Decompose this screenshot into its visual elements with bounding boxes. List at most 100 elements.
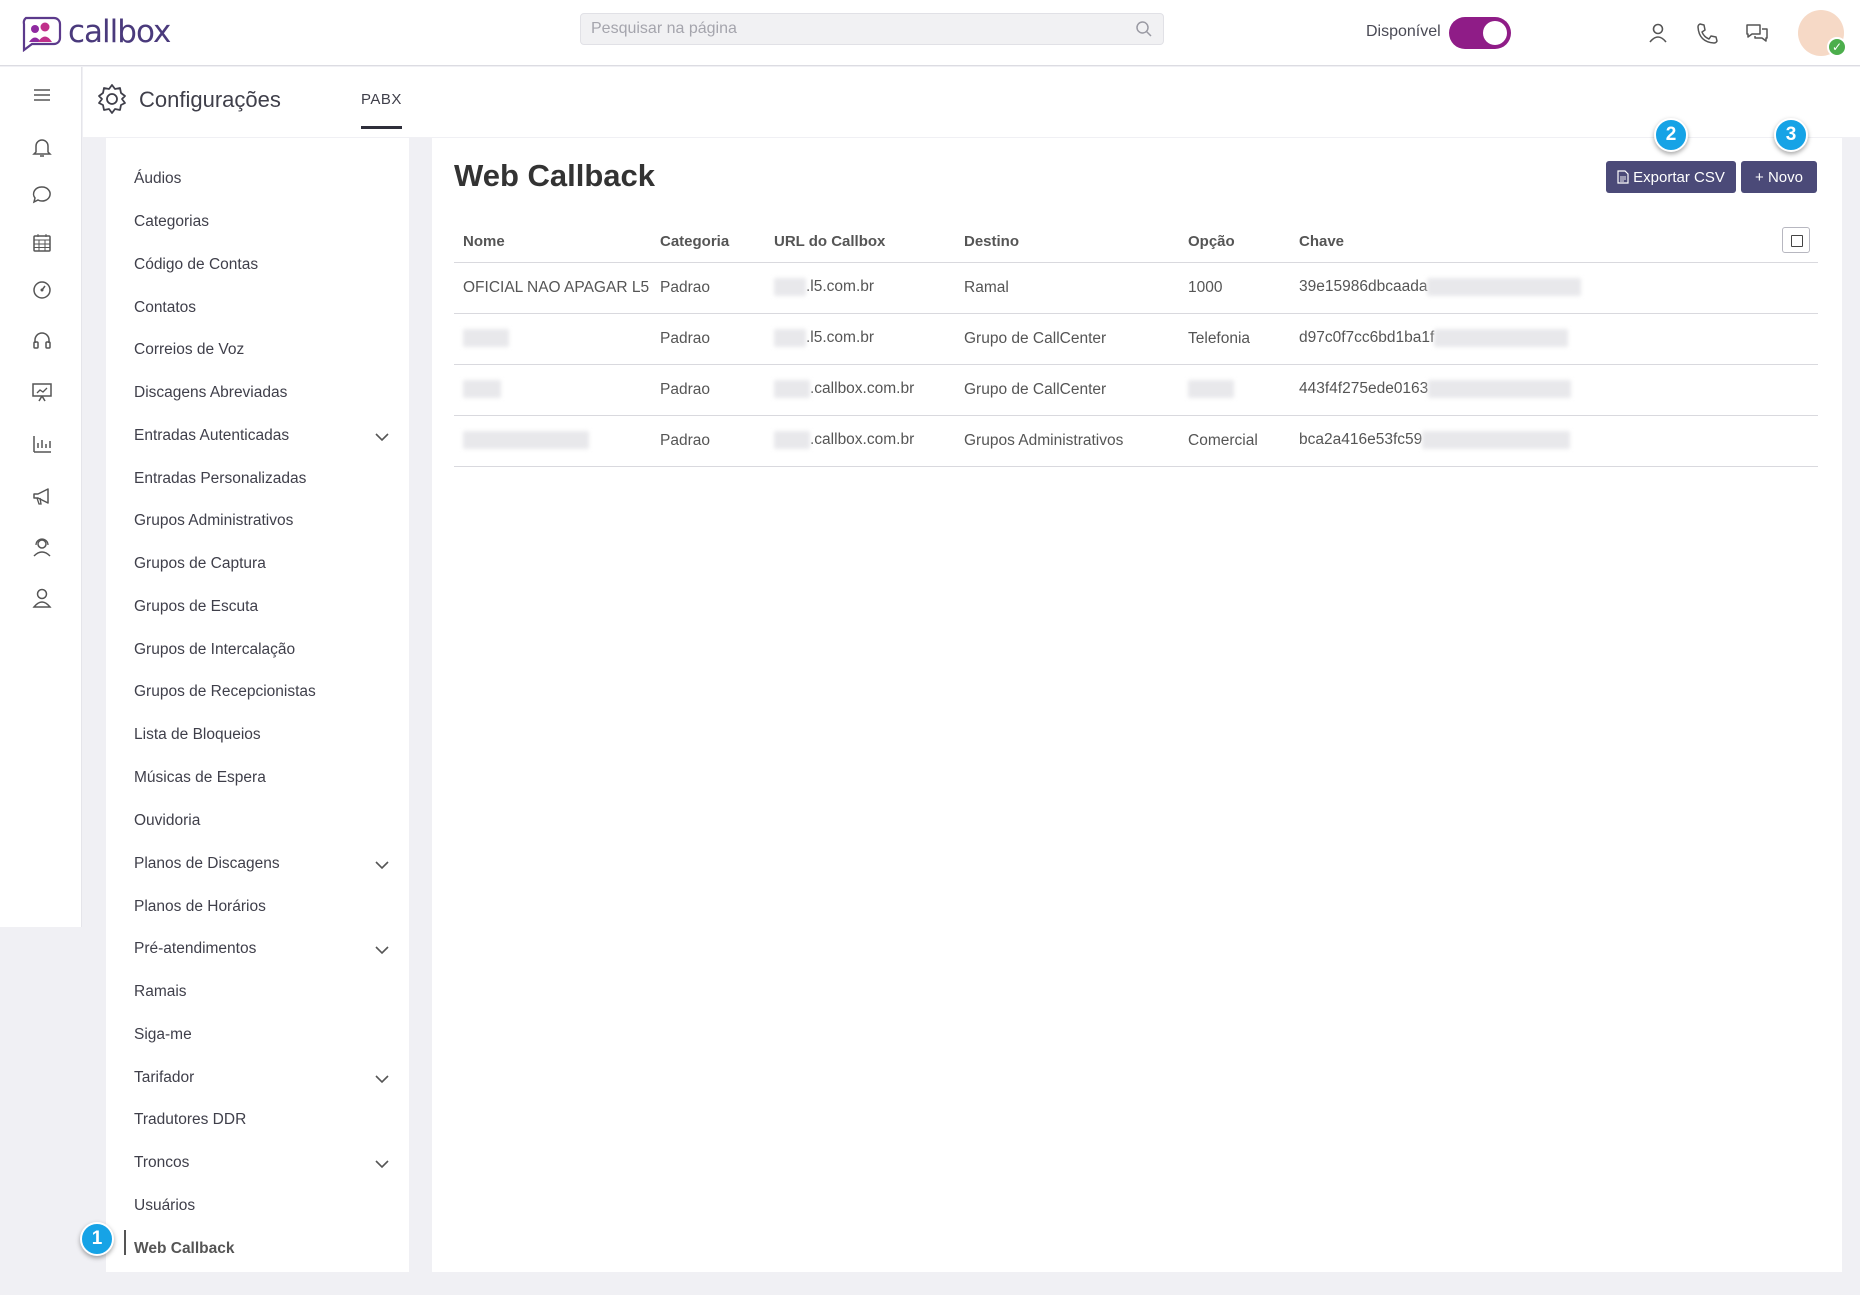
menu-item[interactable]: Tradutores DDR [134, 1111, 247, 1128]
new-button[interactable]: + Novo [1741, 161, 1817, 193]
menu-item[interactable]: Web Callback [134, 1240, 235, 1257]
col-categoria[interactable]: Categoria [651, 222, 765, 263]
chave-text: bca2a416e53fc59 [1299, 431, 1423, 449]
destino-text: Ramal [964, 278, 1009, 296]
avatar[interactable]: ✓ [1798, 10, 1847, 57]
cell-opcao: Comercial [1179, 415, 1290, 467]
chevron-down-icon[interactable] [374, 860, 390, 870]
menu-item[interactable]: Grupos de Intercalação [134, 641, 296, 658]
col-destino[interactable]: Destino [955, 222, 1179, 263]
logo-people-icon [20, 12, 64, 53]
availability-toggle[interactable] [1449, 17, 1511, 49]
export-csv-button[interactable]: Exportar CSV [1606, 161, 1736, 193]
hamburger-menu-icon[interactable] [30, 83, 56, 109]
presentation-icon[interactable] [30, 380, 56, 406]
destino-text: Grupos Administrativos [964, 431, 1124, 449]
destino-text: Grupo de CallCenter [964, 380, 1107, 398]
chevron-down-icon[interactable] [374, 1159, 390, 1169]
menu-item[interactable]: Pré-atendimentos [134, 940, 257, 957]
search-input[interactable] [581, 14, 1111, 44]
cell-chave: bca2a416e53fc59 [1290, 415, 1690, 467]
select-all-checkbox[interactable] [1782, 226, 1810, 253]
support-agent-icon[interactable] [30, 535, 56, 561]
url-text: .callbox.com.br [810, 431, 915, 449]
col-nome[interactable]: Nome [454, 222, 651, 263]
redacted-block [774, 278, 806, 297]
cell-url: .callbox.com.br [765, 364, 955, 416]
menu-item[interactable]: Grupos de Recepcionistas [134, 683, 316, 700]
col-chave[interactable]: Chave [1290, 222, 1690, 263]
file-csv-icon [1617, 170, 1629, 184]
megaphone-icon[interactable] [30, 484, 56, 510]
url-text: .l5.com.br [806, 278, 875, 296]
menu-item[interactable]: Siga-me [134, 1026, 192, 1043]
col-url[interactable]: URL do Callbox [765, 222, 955, 263]
calendar-icon[interactable] [30, 231, 56, 257]
chat-icon[interactable] [1744, 21, 1768, 45]
redacted-block [774, 431, 810, 450]
table-row[interactable]: OFICIAL NAO APAGAR L5 Padrao .l5.com.br Ram… [454, 262, 1818, 314]
cell-select [1690, 262, 1818, 314]
menu-item[interactable]: Grupos de Escuta [134, 598, 259, 615]
bar-chart-icon[interactable] [30, 432, 56, 458]
cell-select [1690, 364, 1818, 416]
menu-item[interactable]: Grupos de Captura [134, 555, 266, 572]
menu-item[interactable]: Usuários [134, 1197, 196, 1214]
cell-opcao [1179, 364, 1290, 416]
search-icon[interactable] [1135, 20, 1153, 43]
headset-icon[interactable] [30, 329, 56, 355]
menu-item[interactable]: Código de Contas [134, 256, 259, 273]
table-row[interactable]: Padrao .l5.com.br Grupo de CallCenter Telef… [454, 313, 1818, 365]
menu-item[interactable]: Áudios [134, 170, 182, 187]
dashboard-gauge-icon[interactable] [30, 278, 56, 304]
menu-item[interactable]: Ouvidoria [134, 812, 201, 829]
redacted-block [463, 329, 509, 348]
callout-2: 2 [1654, 118, 1688, 152]
user-icon[interactable] [1646, 21, 1670, 45]
table-row[interactable]: Padrao .callbox.com.br Grupo de CallCenter… [454, 364, 1818, 416]
col-opcao[interactable]: Opção [1179, 222, 1290, 263]
table-row[interactable]: Padrao .callbox.com.br Grupos Administrati… [454, 415, 1818, 467]
menu-item[interactable]: Troncos [134, 1154, 190, 1171]
menu-item[interactable]: Planos de Discagens [134, 855, 280, 872]
cell-chave: d97c0f7cc6bd1ba1f [1290, 313, 1690, 365]
main-card: Web Callback Exportar CSV + Novo Nome Ca… [432, 118, 1842, 1272]
message-icon[interactable] [30, 183, 56, 209]
menu-item[interactable]: Discagens Abreviadas [134, 384, 288, 401]
section-title: Web Callback [454, 158, 656, 193]
cell-chave: 443f4f275ede0163 [1290, 364, 1690, 416]
menu-item[interactable]: Ramais [134, 983, 187, 1000]
chevron-down-icon[interactable] [374, 945, 390, 955]
online-check-icon: ✓ [1827, 37, 1847, 57]
cell-destino: Grupos Administrativos [955, 415, 1179, 467]
callback-table: Nome Categoria URL do Callbox Destino Op… [454, 222, 1818, 467]
menu-item[interactable]: Entradas Personalizadas [134, 470, 307, 487]
cell-url: .l5.com.br [765, 262, 955, 314]
redacted-block [1188, 380, 1234, 399]
opcao-text: Telefonia [1188, 329, 1251, 347]
bell-icon[interactable] [30, 135, 56, 161]
menu-item[interactable]: Contatos [134, 299, 197, 316]
profile-icon[interactable] [30, 586, 56, 612]
cell-categoria: Padrao [651, 313, 765, 365]
gear-icon [95, 82, 129, 121]
menu-item[interactable]: Entradas Autenticadas [134, 427, 290, 444]
menu-item[interactable]: Categorias [134, 213, 209, 230]
menu-item[interactable]: Músicas de Espera [134, 769, 266, 786]
chevron-down-icon[interactable] [374, 432, 390, 442]
page-header: Configurações PABX [83, 67, 1860, 137]
menu-item[interactable]: Lista de Bloqueios [134, 726, 261, 743]
phone-icon[interactable] [1695, 21, 1719, 45]
tab-pabx[interactable]: PABX [361, 91, 402, 129]
settings-menu: Áudios Categorias Código de Contas Contatos… [106, 138, 409, 1272]
menu-item[interactable]: Planos de Horários [134, 898, 266, 915]
cell-destino: Ramal [955, 262, 1179, 314]
callbox-logo[interactable]: callbox [20, 12, 171, 53]
export-csv-label: Exportar CSV [1633, 168, 1725, 186]
menu-item[interactable]: Correios de Voz [134, 341, 245, 358]
chevron-down-icon[interactable] [374, 1074, 390, 1084]
search-box[interactable] [580, 13, 1164, 45]
menu-item[interactable]: Grupos Administrativos [134, 512, 294, 529]
menu-item[interactable]: Tarifador [134, 1069, 195, 1086]
chave-text: 39e15986dbcaada [1299, 278, 1428, 296]
